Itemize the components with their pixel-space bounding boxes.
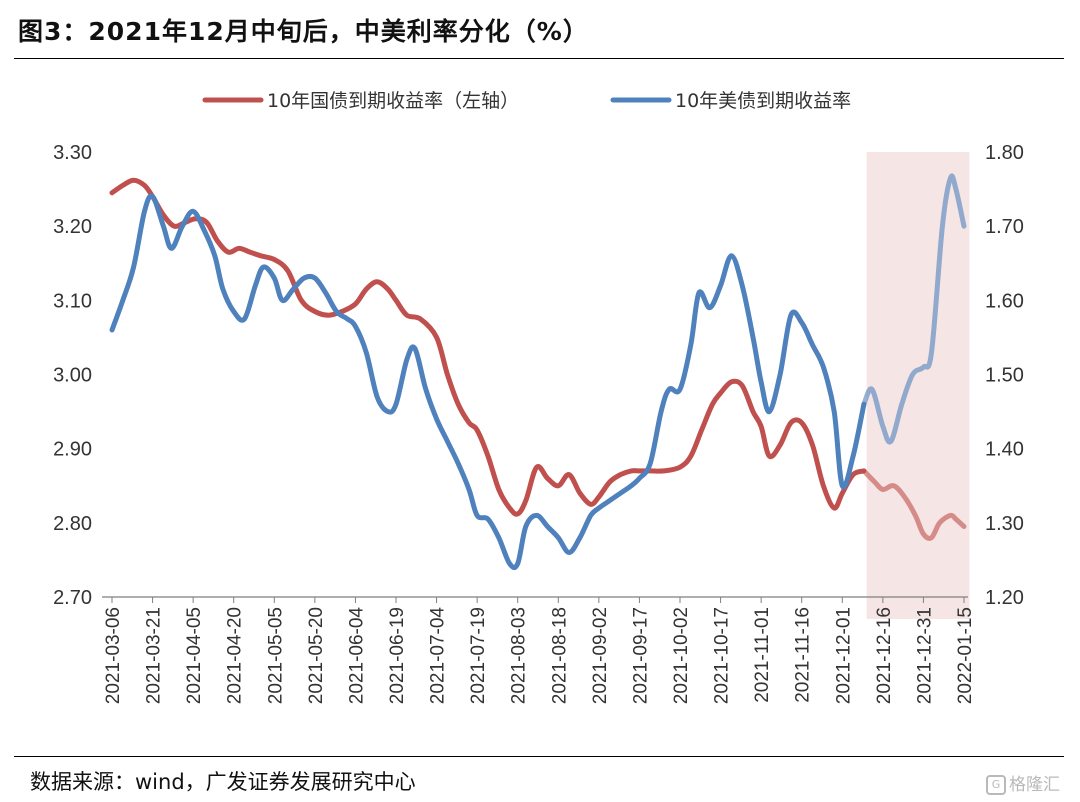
y-left-tick-label: 2.90 bbox=[53, 439, 92, 461]
x-tick-label: 2021-03-06 bbox=[103, 607, 124, 704]
y-right-tick-label: 1.30 bbox=[985, 513, 1024, 535]
y-left-tick-label: 2.80 bbox=[53, 513, 92, 535]
y-right-tick-label: 1.60 bbox=[985, 290, 1024, 312]
x-tick-label: 2021-10-17 bbox=[712, 607, 733, 704]
legend-label: 10年国债到期收益率（左轴） bbox=[267, 90, 519, 112]
cn-10y-yield-line-highlighted bbox=[861, 468, 967, 541]
x-tick-label: 2021-07-04 bbox=[428, 607, 449, 705]
title-divider bbox=[14, 58, 1064, 59]
x-tick-label: 2021-04-20 bbox=[225, 607, 246, 704]
x-tick-label: 2021-06-19 bbox=[387, 607, 408, 704]
y-left-tick-label: 3.30 bbox=[53, 142, 92, 164]
watermark-logo-icon: G bbox=[986, 775, 1006, 795]
x-tick-label: 2021-04-05 bbox=[184, 607, 205, 704]
y-left-tick-label: 3.00 bbox=[53, 365, 92, 387]
y-right-tick-label: 1.50 bbox=[985, 365, 1024, 387]
y-left-tick-label: 3.10 bbox=[53, 290, 92, 312]
y-left-tick-label: 2.70 bbox=[53, 587, 92, 609]
x-tick-label: 2021-07-19 bbox=[468, 607, 489, 704]
x-tick-label: 2021-12-31 bbox=[914, 607, 935, 704]
x-tick-label: 2021-11-16 bbox=[793, 607, 814, 703]
footer-divider bbox=[14, 756, 1064, 757]
legend-label: 10年美债到期收益率 bbox=[675, 90, 851, 112]
y-right-tick-label: 1.20 bbox=[985, 587, 1024, 609]
x-tick-label: 2021-12-01 bbox=[833, 607, 854, 704]
y-right-tick-label: 1.40 bbox=[985, 439, 1024, 461]
x-tick-label: 2021-08-18 bbox=[549, 607, 570, 704]
x-tick-label: 2021-10-02 bbox=[671, 607, 692, 704]
x-tick-label: 2021-05-20 bbox=[306, 607, 327, 704]
x-tick-label: 2021-09-17 bbox=[630, 607, 651, 704]
x-tick-label: 2021-12-16 bbox=[874, 607, 895, 704]
y-right-tick-label: 1.80 bbox=[985, 142, 1024, 164]
x-tick-label: 2021-09-02 bbox=[590, 607, 611, 704]
chart-title: 图3：2021年12月中旬后，中美利率分化（%） bbox=[18, 17, 589, 46]
source-note: 数据来源：wind，广发证券发展研究中心 bbox=[30, 770, 416, 794]
cn-10y-yield-line bbox=[109, 177, 867, 517]
y-right-tick-label: 1.70 bbox=[985, 216, 1024, 238]
us-10y-yield-line bbox=[109, 193, 867, 571]
highlight-region bbox=[866, 152, 970, 619]
watermark-text: 格隆汇 bbox=[1009, 775, 1060, 795]
x-tick-label: 2021-11-01 bbox=[752, 607, 773, 703]
x-tick-label: 2021-05-05 bbox=[265, 607, 286, 704]
x-tick-label: 2021-03-21 bbox=[144, 607, 165, 704]
x-tick-label: 2021-06-04 bbox=[346, 607, 367, 705]
us-10y-yield-line-highlighted bbox=[861, 173, 967, 445]
watermark: G 格隆汇 bbox=[986, 770, 1060, 795]
x-tick-label: 2022-01-15 bbox=[955, 607, 976, 704]
line-chart: 2.70 2.80 2.90 3.00 3.10 3.20 3.30 1.20 1.30 1.40… bbox=[53, 90, 1024, 705]
y-left-tick-label: 3.20 bbox=[53, 216, 92, 238]
x-tick-label: 2021-08-03 bbox=[509, 607, 530, 704]
